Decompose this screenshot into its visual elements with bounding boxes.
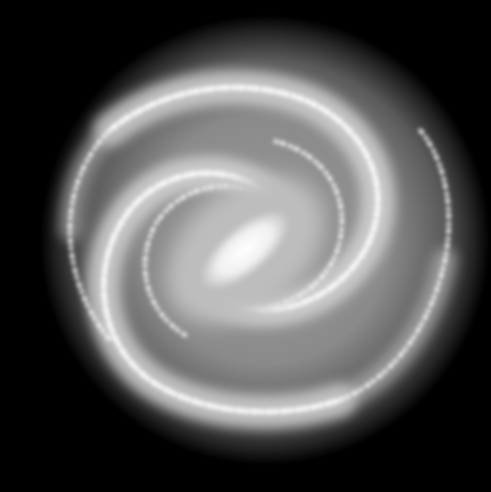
- central-bar: [200, 210, 290, 290]
